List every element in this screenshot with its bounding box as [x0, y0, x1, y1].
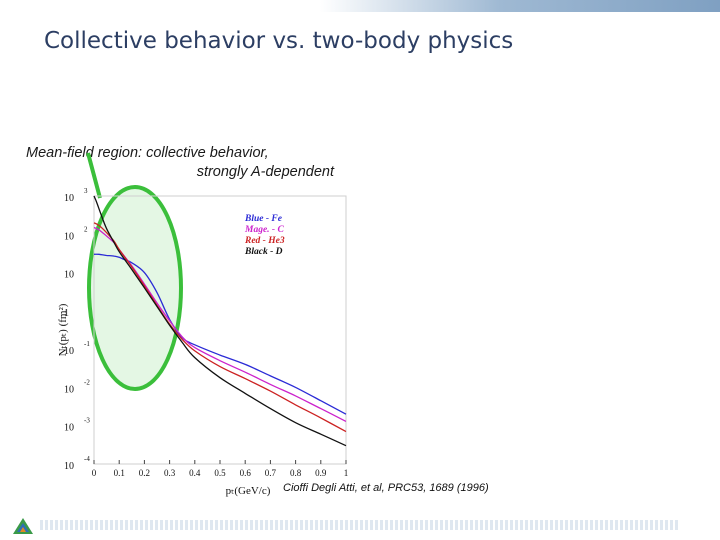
x-tick-label: 1 — [344, 468, 349, 478]
series-line-0 — [93, 253, 347, 415]
annotation-line-1: Mean-field region: collective behavior, — [26, 145, 269, 161]
x-tick-label: 0.8 — [290, 468, 302, 478]
x-tick-label: 0.6 — [240, 468, 252, 478]
y-tick-label: 10 — [64, 231, 74, 242]
y-axis-label: Nₜ(pₜ) (fm²) — [57, 303, 69, 356]
legend-entry: Blue - Fe — [244, 214, 283, 224]
x-tick-label: 0 — [92, 468, 97, 478]
annotation-line-2: strongly A-dependent — [196, 164, 334, 180]
x-tick-label: 0.2 — [139, 468, 150, 478]
footer — [0, 512, 720, 540]
y-tick-label: 10 — [64, 423, 74, 434]
mean-field-annotation: Mean-field region: collective behavior, … — [26, 144, 334, 182]
y-tick-label: 1 — [64, 308, 69, 319]
y-tick-exponent: -2 — [84, 378, 90, 386]
y-tick-label: 10 — [64, 384, 74, 395]
footer-band — [40, 520, 680, 530]
series-line-1 — [93, 226, 347, 422]
x-tick-label: 0.4 — [189, 468, 201, 478]
mean-field-highlight-region — [87, 185, 183, 391]
x-tick-label: 0.1 — [114, 468, 125, 478]
y-tick-exponent: 3 — [84, 187, 88, 195]
slide-title: Collective behavior vs. two-body physics — [44, 28, 514, 54]
x-tick-label: 0.9 — [315, 468, 327, 478]
citation: Cioffi Degli Atti, et al, PRC53, 1689 (1… — [283, 482, 489, 494]
legend-entry: Mage. - C — [244, 225, 284, 235]
y-tick-label: 10 — [64, 461, 74, 472]
annotation-pointer-line — [86, 152, 102, 199]
y-tick-exponent: -1 — [84, 340, 90, 348]
series-line-3 — [93, 195, 347, 447]
y-tick-label: 10 — [64, 193, 74, 204]
series-layer — [93, 195, 347, 447]
axis-layer: 0 0.1 0.2 0.3 0.4 0.5 0.6 0.7 0.8 0.9 1 10 3 10 2 10 1 10… — [57, 187, 348, 497]
logo-icon — [13, 518, 33, 534]
header-accent-bar — [320, 0, 720, 12]
legend-entry: Red - He3 — [244, 236, 285, 246]
y-tick-label: 10 — [64, 346, 74, 357]
x-axis-label: pₜ(GeV/c) — [226, 485, 271, 497]
x-tick-label: 0.7 — [265, 468, 277, 478]
y-tick-exponent: -3 — [84, 417, 90, 425]
y-tick-label: 10 — [64, 270, 74, 281]
y-tick-exponent: -4 — [84, 455, 90, 463]
legend-entry: Black - D — [244, 247, 283, 257]
y-tick-exponent: 2 — [84, 225, 88, 233]
x-tick-label: 0.3 — [164, 468, 176, 478]
x-tick-label: 0.5 — [214, 468, 226, 478]
